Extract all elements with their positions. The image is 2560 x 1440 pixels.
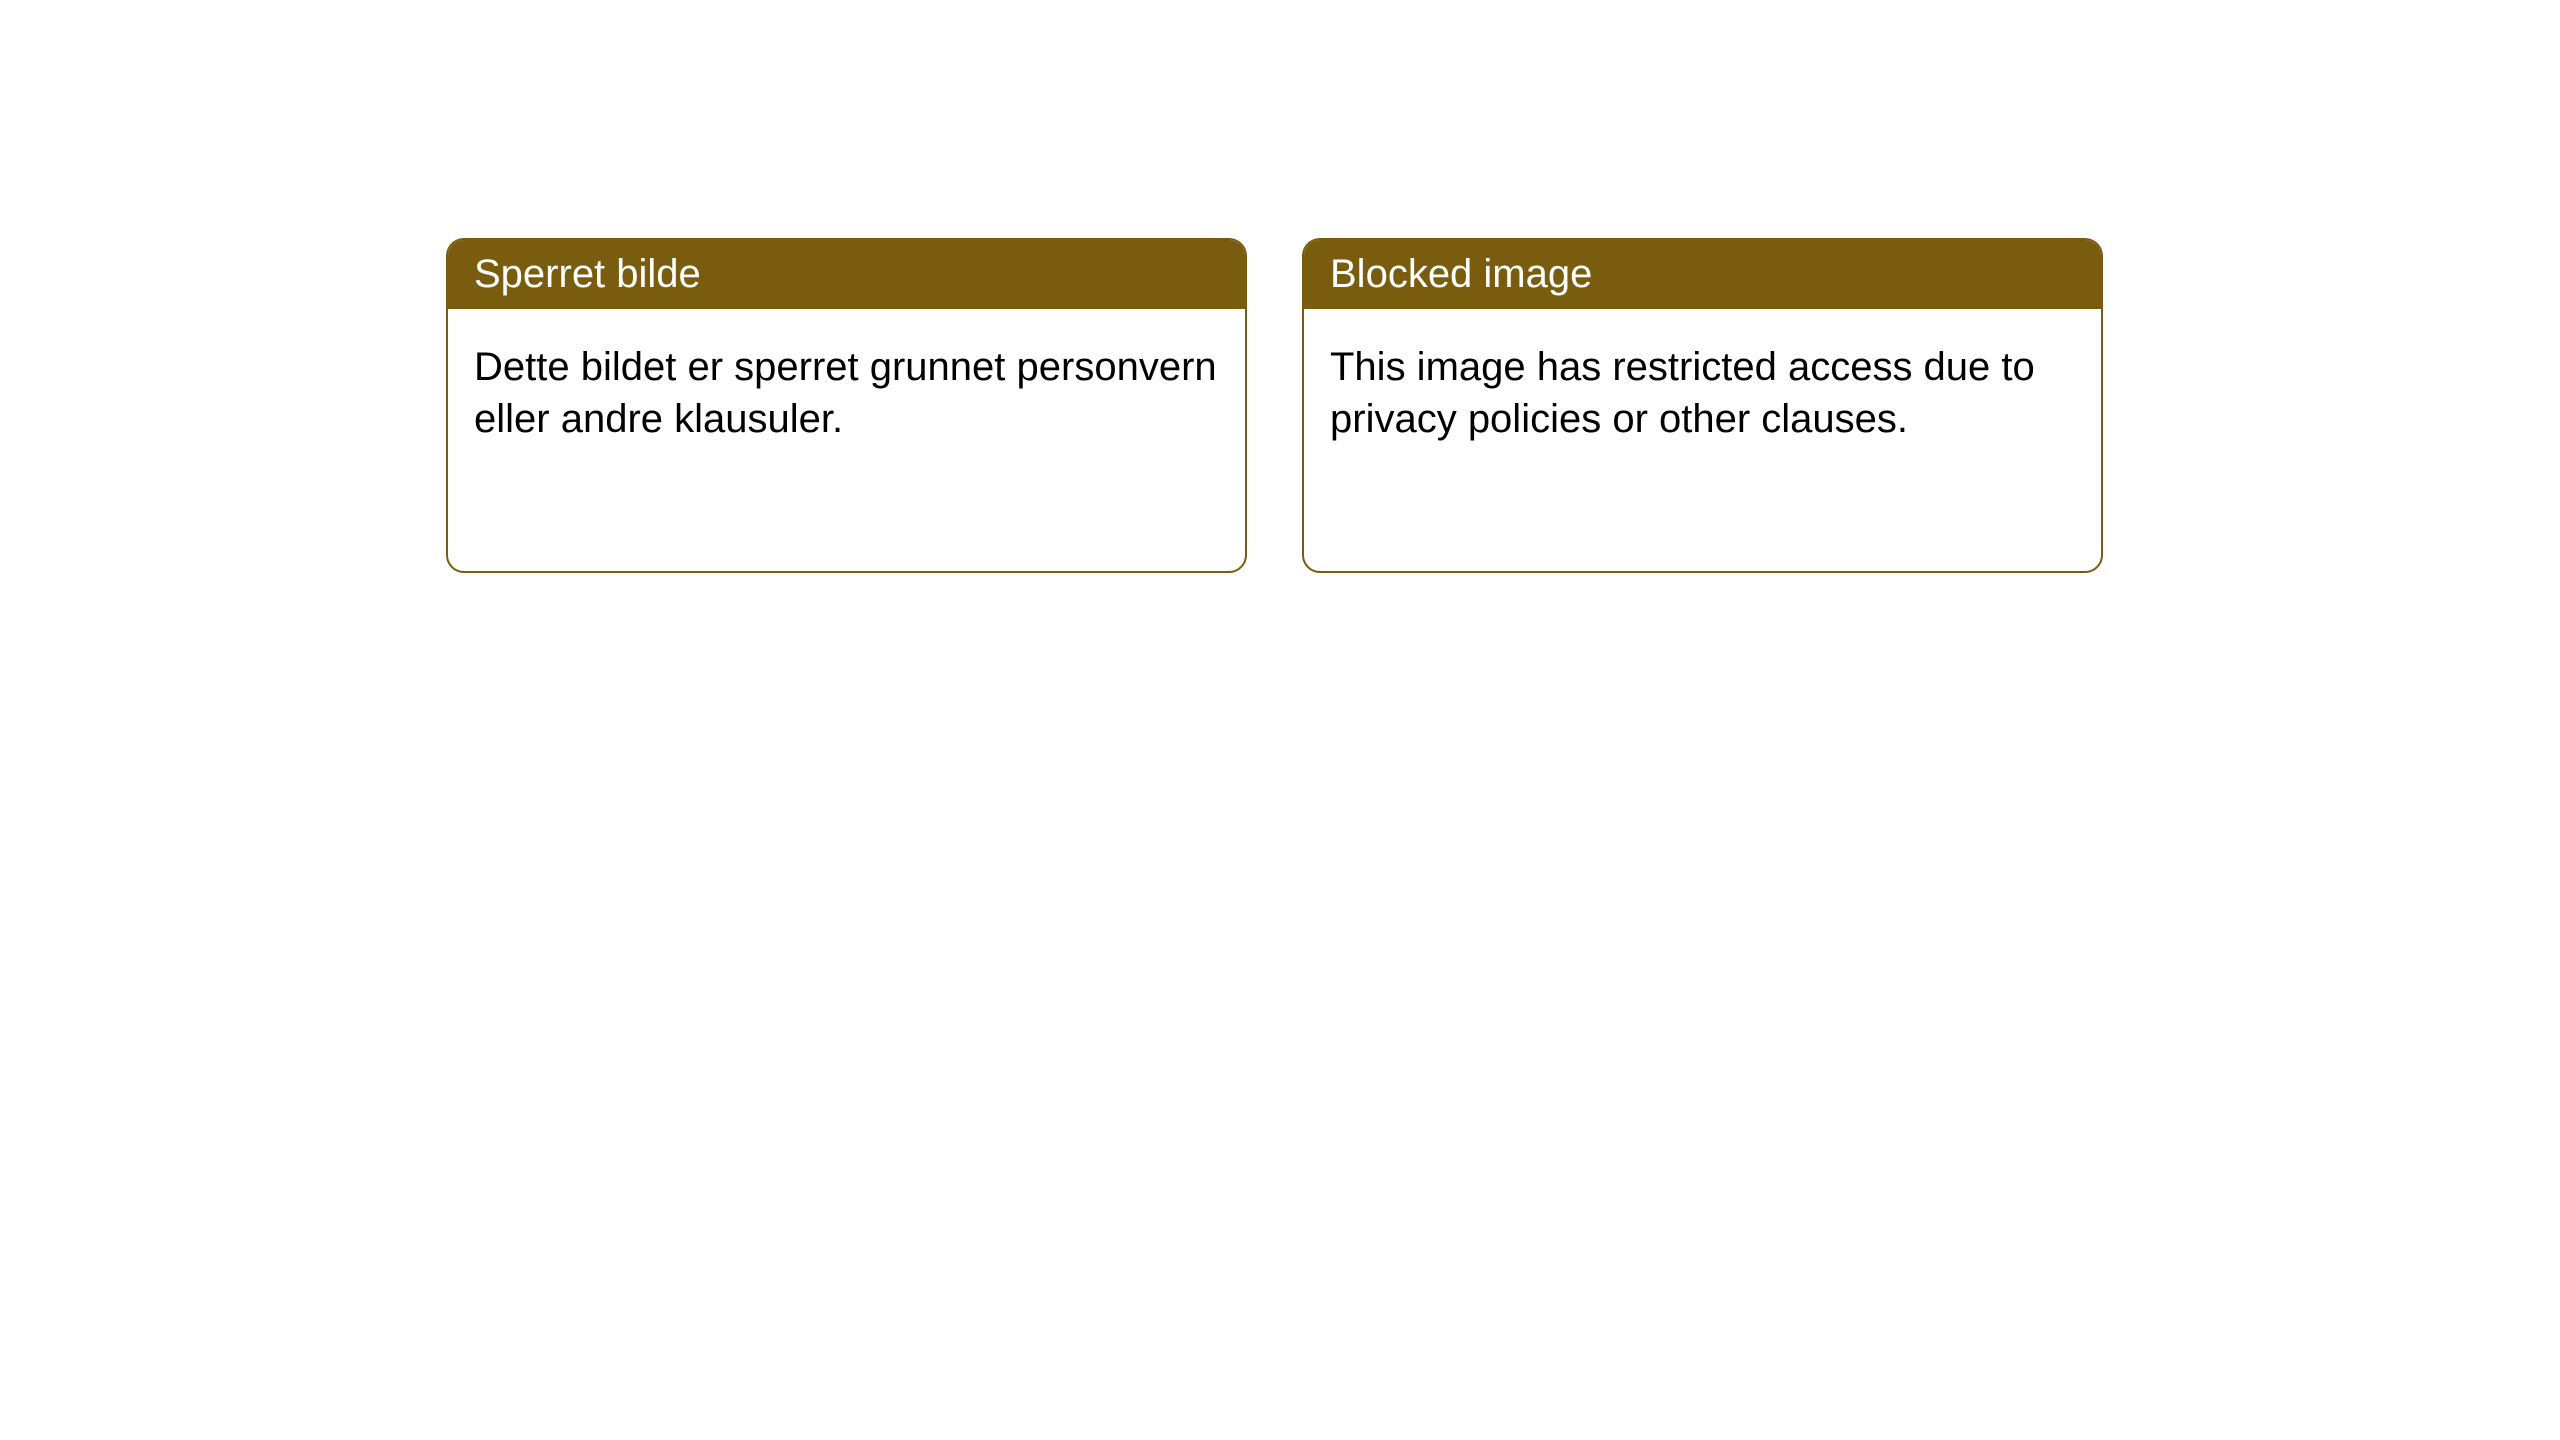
card-body: Dette bildet er sperret grunnet personve… bbox=[448, 309, 1245, 477]
notice-container: Sperret bilde Dette bildet er sperret gr… bbox=[0, 0, 2560, 573]
card-title: Blocked image bbox=[1330, 252, 1592, 296]
card-body: This image has restricted access due to … bbox=[1304, 309, 2101, 477]
card-header: Blocked image bbox=[1304, 240, 2101, 309]
card-body-text: This image has restricted access due to … bbox=[1330, 345, 2035, 441]
card-header: Sperret bilde bbox=[448, 240, 1245, 309]
notice-card-english: Blocked image This image has restricted … bbox=[1302, 238, 2103, 573]
card-body-text: Dette bildet er sperret grunnet personve… bbox=[474, 345, 1217, 441]
notice-card-norwegian: Sperret bilde Dette bildet er sperret gr… bbox=[446, 238, 1247, 573]
card-title: Sperret bilde bbox=[474, 252, 701, 296]
